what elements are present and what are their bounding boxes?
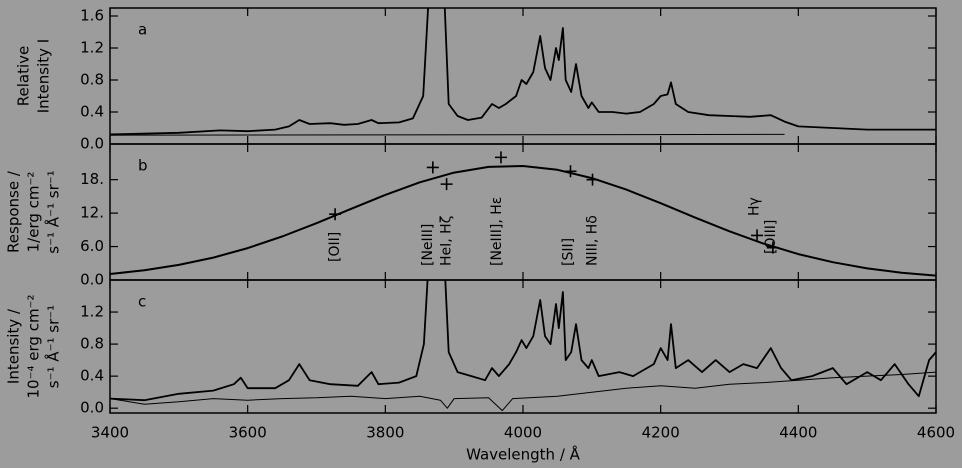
x-axis-label: Wavelength / Å xyxy=(466,445,581,464)
x-tick-label: 4000 xyxy=(504,424,542,442)
panel-label: c xyxy=(138,293,146,311)
y-axis-label: s⁻¹ Å⁻¹ sr⁻¹ xyxy=(44,170,63,253)
y-axis-label: 10⁻⁴ erg cm⁻² xyxy=(25,295,43,399)
spectrum-line xyxy=(110,280,936,402)
cross-marker xyxy=(426,161,439,174)
cross-marker xyxy=(766,241,779,254)
y-tick-label: 0.4 xyxy=(80,103,104,121)
cross-marker xyxy=(440,178,453,191)
y-tick-label: 1.2 xyxy=(80,39,104,57)
cross-marker xyxy=(494,151,507,164)
cross-marker xyxy=(329,208,342,221)
line-annotation: NIII, Hδ xyxy=(585,215,601,266)
panel-frame xyxy=(109,279,937,414)
x-tick-label: 4200 xyxy=(642,424,680,442)
spectrum-line xyxy=(110,133,785,136)
panel-frame xyxy=(109,7,937,145)
line-annotation: Hγ xyxy=(746,197,762,216)
x-tick-label: 4400 xyxy=(779,424,817,442)
line-annotation: [SII] xyxy=(560,238,576,266)
y-axis-label: Intensity I xyxy=(35,39,53,113)
panel-label: a xyxy=(138,21,147,39)
line-annotation: [OIII] xyxy=(763,220,779,254)
plot-area xyxy=(110,280,936,412)
y-tick-label: 0.0 xyxy=(80,271,104,289)
line-annotation: [OII] xyxy=(327,232,343,262)
spectrum-line xyxy=(110,371,936,412)
x-tick-label: 4600 xyxy=(917,424,955,442)
y-tick-label: 6.0 xyxy=(80,237,104,255)
line-annotation: [NeIII], Hε xyxy=(489,197,505,266)
y-tick-label: 1.6 xyxy=(80,7,104,25)
y-tick-label: 0.8 xyxy=(80,335,104,353)
x-tick-label: 3800 xyxy=(366,424,404,442)
y-tick-label: 0.0 xyxy=(80,399,104,417)
y-tick-label: 1.2 xyxy=(80,303,104,321)
y-tick-label: 18. xyxy=(80,170,104,188)
y-axis-label: Intensity / xyxy=(5,308,23,384)
cross-marker xyxy=(586,173,599,186)
plot-area xyxy=(110,8,936,136)
y-tick-label: 0.0 xyxy=(80,135,104,153)
y-tick-label: 12. xyxy=(80,204,104,222)
spectrum-line xyxy=(110,8,936,136)
y-axis-label: Relative xyxy=(15,46,33,107)
spectrum-line xyxy=(110,165,936,277)
y-tick-label: 0.4 xyxy=(80,367,104,385)
y-axis-label: 1/erg cm⁻² xyxy=(25,172,43,253)
y-axis-label: s⁻¹ Å⁻¹ sr⁻¹ xyxy=(44,305,63,388)
cross-marker xyxy=(751,229,764,242)
line-annotation: [NeIII] xyxy=(420,224,436,266)
panel-frame xyxy=(109,143,937,281)
line-annotation: HeI, Hζ xyxy=(439,216,455,266)
x-tick-label: 3400 xyxy=(91,424,129,442)
plot-area xyxy=(110,151,936,277)
cross-marker xyxy=(564,165,577,178)
y-tick-label: 0.8 xyxy=(80,71,104,89)
y-axis-label: Response / xyxy=(5,170,23,253)
panel-label: b xyxy=(138,157,148,175)
x-tick-label: 3600 xyxy=(229,424,267,442)
